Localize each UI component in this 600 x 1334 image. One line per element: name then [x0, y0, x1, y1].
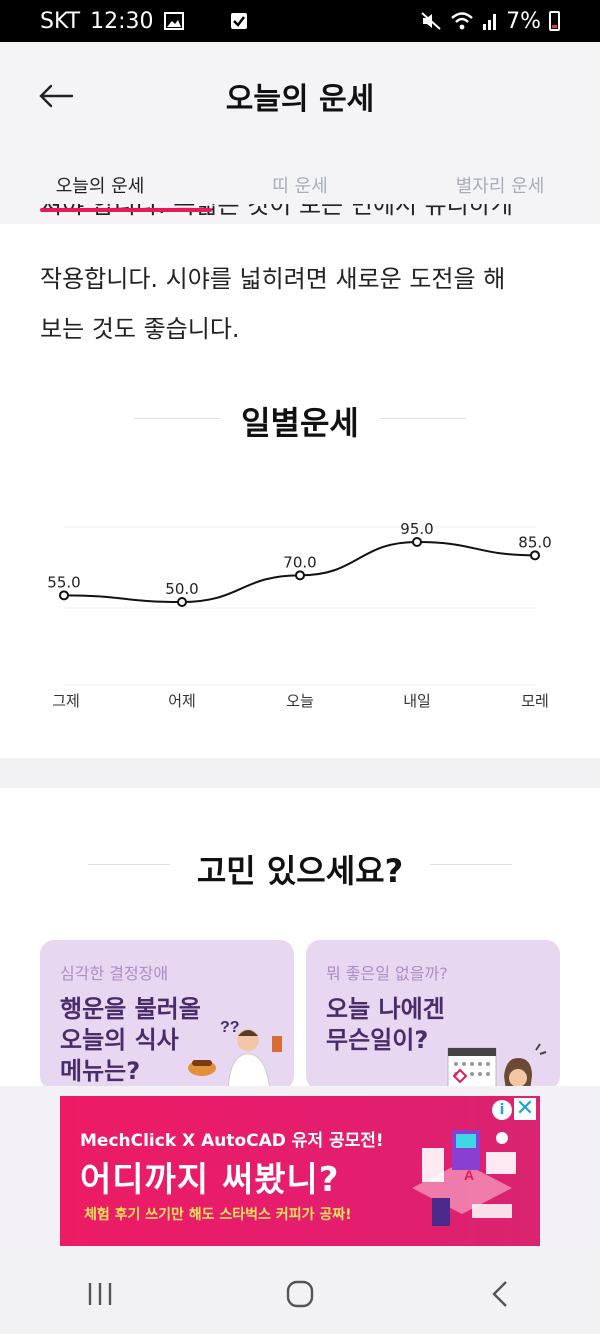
- data-point: [530, 550, 540, 561]
- page-title: 오늘의 운세: [225, 82, 375, 117]
- meal-menu-card[interactable]: 심각한 결정장애 행운을 불러올 오늘의 식사 메뉴는? ??: [40, 940, 294, 1090]
- back-arrow-icon: [39, 84, 74, 108]
- back-nav-button[interactable]: [460, 1264, 540, 1324]
- data-point: [295, 570, 305, 581]
- data-point: [412, 537, 422, 547]
- check-notification-icon: [230, 12, 248, 30]
- section-title-rule: [88, 864, 170, 865]
- card-subtitle: 뭐 좋은일 없을까?: [326, 964, 448, 983]
- active-tab-indicator: [40, 208, 212, 212]
- section-title-rule: [430, 864, 512, 865]
- x-tick-label: 오늘: [286, 692, 314, 710]
- fortune-text-partial-line: 져야 합니다. 녹넓은 것이 보는 면에서 유리하게: [40, 204, 513, 219]
- fortune-text-line: 보는 것도 좋습니다.: [40, 315, 240, 343]
- recent-apps-icon: [88, 1283, 112, 1305]
- tab-bar: 오늘의 운세 띠 운세 별자리 운세: [0, 162, 600, 224]
- signal-icon: [482, 12, 498, 30]
- x-tick-label: 그제: [52, 692, 80, 710]
- tab-zodiac-animal-fortune[interactable]: 띠 운세: [272, 176, 328, 197]
- gallery-icon: [163, 12, 184, 30]
- recent-apps-button[interactable]: [60, 1264, 140, 1324]
- ad-subcopy: 체험 후기 쓰기만 해도 스타벅스 커피가 공짜!: [84, 1207, 352, 1223]
- app-header: 오늘의 운세 오늘의 운세 띠 운세 별자리 운세: [0, 42, 600, 224]
- section-title-rule: [380, 418, 466, 419]
- data-label: 70.0: [283, 553, 316, 571]
- ad-isometric-illustration: A: [412, 1130, 516, 1226]
- carrier-label: SKT: [40, 8, 81, 34]
- tab-today-fortune[interactable]: 오늘의 운세: [55, 176, 145, 197]
- daily-fortune-chart: 55.0 그제 50.0 어제 70.0 오늘 95.0 내일 85.0 모레: [0, 480, 600, 730]
- battery-icon: [549, 11, 560, 31]
- section-divider: [0, 758, 600, 788]
- worry-section-title: 고민 있으세요?: [196, 852, 404, 890]
- card-subtitle: 심각한 결정장애: [60, 964, 169, 983]
- home-icon: [286, 1280, 314, 1308]
- battery-percent: 7%: [506, 8, 541, 34]
- data-label: 95.0: [400, 520, 433, 538]
- back-button[interactable]: [36, 76, 76, 116]
- data-label: 50.0: [165, 580, 198, 598]
- data-label: 55.0: [47, 573, 80, 591]
- svg-text:??: ??: [220, 1019, 240, 1036]
- chevron-left-icon: [492, 1281, 507, 1307]
- fortune-text-line: 작용합니다. 시야를 넓히려면 새로운 도전을 해: [40, 265, 506, 293]
- system-navigation-bar: [0, 1254, 600, 1334]
- tab-horoscope-fortune[interactable]: 별자리 운세: [455, 176, 545, 197]
- svg-text:A: A: [464, 1167, 474, 1183]
- data-point: [177, 597, 187, 607]
- home-button[interactable]: [260, 1264, 340, 1324]
- wifi-icon: [450, 11, 474, 31]
- card-title: 오늘 나에겐 무슨일이?: [326, 995, 445, 1054]
- x-tick-label: 어제: [168, 692, 196, 710]
- ad-area: MechClick X AutoCAD 유저 공모전! 어디까지 써봤니? 체험…: [0, 1086, 600, 1254]
- clock: 12:30: [90, 8, 154, 34]
- person-eating-illustration: ??: [188, 1019, 282, 1090]
- section-title-rule: [134, 418, 220, 419]
- status-bar: SKT 12:30 7%: [0, 0, 600, 42]
- calendar-person-illustration: [447, 1043, 547, 1090]
- mute-icon: [420, 11, 442, 31]
- card-title: 행운을 불러올 오늘의 식사 메뉴는?: [60, 995, 201, 1085]
- ad-banner[interactable]: MechClick X AutoCAD 유저 공모전! 어디까지 써봤니? 체험…: [60, 1096, 540, 1246]
- daily-fortune-title: 일별운세: [241, 404, 359, 442]
- data-point: [59, 590, 69, 601]
- ad-info-icon[interactable]: i: [492, 1100, 512, 1120]
- x-tick-label: 모레: [521, 692, 549, 710]
- today-events-card[interactable]: 뭐 좋은일 없을까? 오늘 나에겐 무슨일이?: [306, 940, 560, 1090]
- daily-fortune-chart-svg: 55.0 그제 50.0 어제 70.0 오늘 95.0 내일 85.0 모레: [47, 520, 551, 710]
- ad-main-copy: 어디까지 써봤니?: [80, 1160, 340, 1200]
- worry-cards: 심각한 결정장애 행운을 불러올 오늘의 식사 메뉴는? ?? 뭐 좋은일 없을…: [40, 940, 560, 1090]
- ad-headline: MechClick X AutoCAD 유저 공모전!: [80, 1131, 384, 1151]
- x-tick-label: 내일: [403, 692, 431, 710]
- data-label: 85.0: [518, 533, 551, 551]
- ad-close-icon[interactable]: ✕: [514, 1096, 536, 1121]
